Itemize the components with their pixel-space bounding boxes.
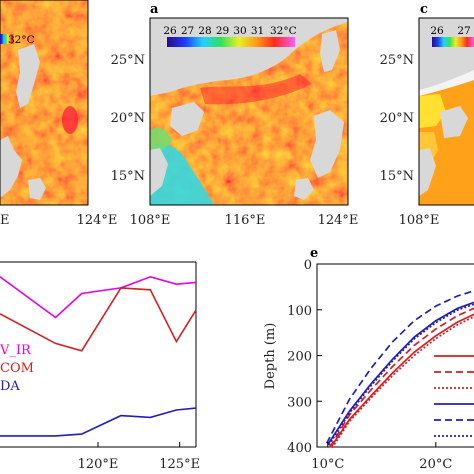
map-a-xtick-1: 116°E: [225, 213, 266, 228]
left-map-frame: [0, 0, 89, 206]
map-a-colorbar: [167, 37, 295, 47]
map-a-peninsula: [150, 148, 168, 196]
chart-d-legend-0: V_IR: [0, 343, 32, 358]
left-map-xtick-1: 124°E: [77, 213, 118, 228]
map-c-colorbar-label-1: 27: [457, 25, 470, 37]
left-map-colorbar-label: 32°C: [8, 34, 35, 46]
map-a-colorbar-label-4: 30: [233, 25, 246, 37]
left-map-xtick-0: E: [0, 213, 10, 228]
panel-letter-a: a: [150, 2, 159, 17]
map-a-colorbar-label-6: 32°C: [270, 25, 297, 37]
map-a-colorbar-label-0: 26: [163, 25, 177, 37]
map-a-colorbar-label-3: 29: [216, 25, 229, 37]
chart-e-ytick-label-2: 200: [287, 350, 312, 365]
left-map-panel: [0, 0, 88, 205]
map-c-yellow-patch: [419, 94, 446, 128]
map-a-xtick-2: 124°E: [318, 213, 359, 228]
chart-e-y-axis-label: Depth (m): [263, 323, 278, 390]
map-a-xtick-0: 108°E: [130, 213, 171, 228]
map-c-frame: [418, 17, 474, 206]
map-a-ytick-0: 25°N: [111, 53, 145, 68]
map-a-hainan-island: [170, 102, 204, 136]
chart-e-ytick-label-1: 100: [287, 304, 312, 319]
chart-d-legend-2: DA: [0, 379, 20, 394]
chart-e-legend: [434, 355, 474, 437]
map-a-ytick-2: 15°N: [111, 169, 145, 184]
map-c-colorbar-label-0: 26: [430, 25, 444, 37]
map-a-colorbar-label-2: 28: [198, 25, 211, 37]
chart-d: 120°E 125°E V_IR COM DA: [0, 261, 200, 472]
map-a-colorbar-label-5: 31: [251, 25, 264, 37]
left-map-landmass: [0, 136, 22, 198]
map-a-colorbar-label-1: 27: [181, 25, 194, 37]
chart-d-legend-1: COM: [0, 361, 34, 376]
map-a-cool-shelf: [150, 144, 214, 205]
panel-letter-e: e: [310, 246, 318, 261]
map-c-panel: [419, 18, 474, 205]
map-c-ytick-1: 20°N: [380, 111, 414, 126]
chart-e-series-line-4: [325, 289, 474, 444]
map-c-hainan-island: [440, 106, 468, 138]
map-a-taiwan-island: [320, 30, 340, 72]
chart-d-series: [0, 275, 197, 437]
map-c-ytick-0: 25°N: [380, 53, 414, 68]
map-a-ytick-1: 20°N: [111, 111, 145, 126]
map-a-warm-band: [200, 74, 312, 105]
chart-e-ytick-label-0: 0: [304, 258, 312, 273]
map-c-xtick-0: 108°E: [399, 213, 440, 228]
map-c-mainland: [419, 18, 474, 90]
map-c-peninsula: [419, 148, 436, 196]
map-a-small-island: [294, 178, 314, 200]
chart-e-series-line-0: [330, 313, 474, 448]
chart-d-xtick-label-1: 125°E: [159, 457, 200, 472]
chart-d-series-line-1: [0, 287, 197, 352]
chart-e-series: [325, 289, 474, 449]
chart-e-xtick-label-0: 10°C: [311, 457, 344, 472]
chart-e-series-line-2: [331, 315, 474, 449]
chart-d-xtick-label-0: 120°E: [78, 457, 119, 472]
chart-e-series-line-3: [327, 301, 474, 446]
map-a-frame: [149, 17, 349, 206]
chart-d-x-ticks: 120°E 125°E: [78, 442, 200, 472]
map-c-colorbar: [432, 37, 474, 47]
chart-e-ytick-label-3: 300: [287, 395, 312, 410]
left-map-small-island: [28, 178, 46, 200]
chart-d-series-line-2: [0, 407, 197, 437]
panel-letter-c: c: [420, 2, 428, 17]
chart-e-xtick-label-1: 20°C: [419, 457, 452, 472]
left-map-warm-patch: [62, 106, 78, 134]
map-a-luzon-island: [310, 110, 344, 178]
map-c-ytick-2: 15°N: [380, 169, 414, 184]
chart-e-ytick-label-4: 400: [287, 441, 312, 456]
chart-d-series-line-0: [0, 275, 197, 319]
chart-e-series-line-1: [329, 307, 474, 448]
map-a-panel: [150, 18, 348, 205]
chart-e-series-line-5: [328, 303, 474, 446]
left-map-colorbar: [0, 34, 14, 44]
map-a-colorbar-labels: 26 27 28 29 30 31 32°C: [163, 25, 296, 37]
left-map-island: [16, 44, 40, 108]
